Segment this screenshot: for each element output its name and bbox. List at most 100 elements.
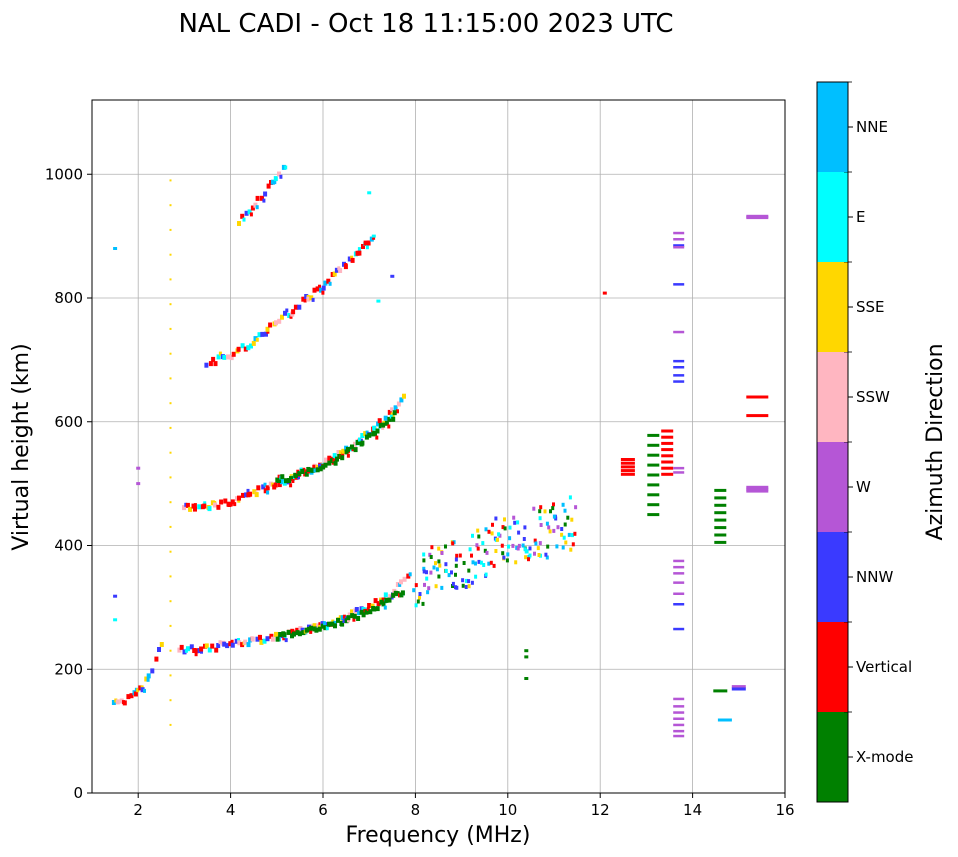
echo-mark	[714, 503, 727, 507]
echo-mark	[484, 527, 488, 532]
echo-mark	[312, 623, 317, 629]
echo-mark	[248, 637, 253, 643]
echo-mark	[545, 521, 549, 526]
echo-mark	[461, 583, 465, 588]
echo-mark	[204, 643, 209, 649]
echo-mark	[714, 526, 727, 530]
echo-mark	[673, 380, 685, 383]
echo-mark	[487, 529, 491, 534]
echo-mark	[482, 563, 486, 567]
echo-mark	[517, 530, 521, 535]
echo-mark	[309, 295, 314, 301]
echo-mark	[673, 246, 685, 249]
echo-mark	[263, 482, 267, 487]
echo-mark	[334, 267, 339, 273]
echo-mark	[545, 555, 549, 560]
echo-mark	[470, 580, 474, 585]
echo-mark	[381, 425, 385, 430]
echo-mark	[673, 734, 685, 738]
echo-mark	[661, 435, 674, 439]
echo-mark	[230, 499, 235, 505]
echo-mark	[402, 393, 406, 399]
echo-mark	[470, 553, 473, 558]
y-tick-label: 600	[54, 413, 83, 431]
echo-mark	[524, 649, 529, 653]
echo-mark	[489, 560, 493, 565]
echo-mark	[383, 592, 388, 598]
echo-mark	[392, 410, 397, 416]
echo-mark	[218, 640, 222, 645]
echo-mark	[225, 643, 230, 649]
echo-mark	[647, 493, 660, 497]
echo-mark	[250, 205, 255, 211]
echo-mark	[502, 555, 506, 560]
echo-mark	[548, 529, 552, 534]
x-tick-label: 4	[226, 801, 236, 819]
echo-mark	[555, 544, 559, 549]
echo-mark	[286, 629, 291, 635]
echo-mark	[447, 573, 451, 578]
echo-mark	[451, 584, 454, 588]
echo-mark	[268, 322, 273, 328]
echo-mark	[214, 647, 219, 653]
echo-mark	[426, 590, 430, 595]
echo-mark	[376, 601, 381, 607]
echo-mark	[304, 471, 309, 477]
echo-mark	[113, 618, 118, 622]
echo-mark	[620, 469, 635, 473]
echo-mark	[277, 478, 281, 483]
echo-mark	[169, 575, 172, 578]
x-axis-ticks: 2 4 6 8 10 12 14 16	[133, 793, 795, 819]
echo-mark	[312, 464, 316, 469]
echo-mark	[313, 468, 317, 473]
echo-mark	[528, 553, 532, 558]
echo-mark	[451, 541, 455, 546]
echo-mark	[309, 625, 314, 631]
x-tick-label: 2	[133, 801, 143, 819]
echo-mark	[714, 533, 727, 537]
echo-mark	[240, 642, 245, 648]
echo-mark	[177, 647, 182, 653]
echo-mark	[223, 498, 228, 504]
echo-mark	[387, 409, 392, 415]
echo-mark	[347, 612, 352, 618]
echo-mark	[521, 543, 525, 548]
echo-mark	[253, 202, 258, 208]
echo-mark	[552, 502, 555, 507]
echo-mark	[568, 495, 572, 500]
y-tick-label: 200	[54, 660, 83, 678]
echo-mark	[133, 691, 138, 697]
echo-mark	[311, 297, 315, 302]
echo-mark	[300, 469, 305, 474]
echo-mark	[471, 533, 474, 538]
echo-mark	[673, 572, 685, 575]
echo-mark	[303, 298, 307, 303]
echo-mark	[367, 603, 372, 608]
echo-mark	[244, 492, 249, 498]
echo-mark	[563, 508, 567, 513]
echo-mark	[318, 463, 322, 468]
echo-mark	[277, 171, 281, 177]
echo-mark	[381, 601, 386, 607]
echo-mark	[381, 422, 386, 428]
echo-mark	[390, 274, 395, 278]
echo-mark	[140, 687, 145, 693]
echo-mark	[387, 597, 392, 603]
echo-mark	[508, 536, 512, 541]
echo-mark	[353, 441, 357, 447]
echo-mark	[321, 290, 325, 295]
echo-mark	[471, 560, 475, 565]
echo-mark	[381, 597, 386, 603]
echo-mark	[280, 314, 284, 320]
echo-mark	[673, 374, 685, 377]
x-tick-label: 16	[775, 801, 794, 819]
echo-mark	[476, 546, 480, 551]
echo-mark	[263, 191, 268, 197]
echo-mark	[569, 547, 573, 552]
echo-mark	[647, 513, 660, 517]
echo-mark	[265, 636, 270, 642]
echo-mark	[260, 195, 264, 201]
echo-mark	[291, 475, 296, 481]
echo-mark	[350, 255, 354, 260]
echo-mark	[333, 460, 338, 466]
